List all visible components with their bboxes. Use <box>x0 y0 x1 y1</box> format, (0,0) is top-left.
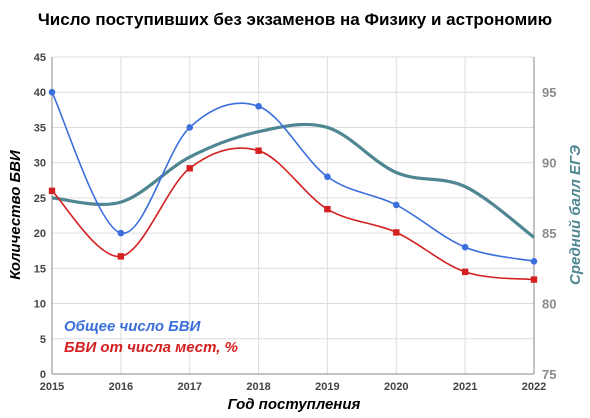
x-tick-label: 2015 <box>40 381 64 393</box>
y-right-tick-label: 95 <box>542 85 556 100</box>
data-point <box>48 88 56 96</box>
y-axis-right-title: Средний балл ЕГЭ <box>567 145 584 285</box>
data-point <box>255 103 262 110</box>
data-point <box>530 276 538 283</box>
x-tick-label: 2018 <box>246 381 270 393</box>
data-point <box>324 173 331 181</box>
data-point <box>117 253 125 260</box>
y-tick-label: 5 <box>40 334 46 346</box>
data-point <box>186 165 193 172</box>
y-tick-label: 10 <box>34 299 46 311</box>
data-point <box>324 205 331 213</box>
x-tick-label: 2017 <box>177 381 201 393</box>
series-line-1 <box>51 147 535 281</box>
y-tick-label: 35 <box>34 122 46 134</box>
x-axis-title: Год поступления <box>228 396 361 413</box>
y-tick-label: 40 <box>34 87 46 99</box>
y-tick-label: 15 <box>34 263 46 275</box>
series-1 <box>48 147 538 283</box>
y-tick-label: 20 <box>34 228 46 240</box>
x-tick-label: 2021 <box>453 381 477 393</box>
y-axis-title: Количество БВИ <box>7 149 24 280</box>
x-tick-label: 2019 <box>315 381 339 393</box>
x-tick-label: 2020 <box>384 381 408 393</box>
series-0 <box>48 88 538 265</box>
data-point <box>461 243 469 251</box>
y-right-tick-label: 90 <box>542 156 556 171</box>
data-point <box>461 268 469 276</box>
x-tick-label: 2022 <box>522 381 546 393</box>
right-tick-labels: 75 80 85 90 95 <box>542 85 556 382</box>
y-right-tick-label: 75 <box>542 367 556 382</box>
chart-title: Число поступивших без экзаменов на Физик… <box>37 10 553 29</box>
series-line-2 <box>51 122 535 239</box>
legend-entry-total: Общее число БВИ <box>64 318 202 335</box>
data-point <box>48 187 56 195</box>
x-tick-label: 2016 <box>109 381 133 393</box>
y-tick-label: 25 <box>34 193 46 205</box>
data-point <box>186 124 194 131</box>
y-tick-label: 0 <box>40 369 46 381</box>
y-tick-label: 45 <box>34 52 46 64</box>
data-point <box>393 229 400 236</box>
data-point <box>255 147 262 154</box>
y-right-tick-label: 80 <box>542 297 556 312</box>
left-tick-labels: 0 5 10 15 20 25 30 35 40 45 <box>34 52 46 381</box>
data-point <box>117 229 125 237</box>
data-point <box>392 201 400 209</box>
data-point <box>530 257 538 265</box>
y-right-tick-label: 85 <box>542 226 556 241</box>
series-layer <box>48 88 538 283</box>
series-2 <box>51 122 535 239</box>
y-tick-label: 30 <box>34 158 46 170</box>
x-tick-labels: 2015 2016 2017 2018 2019 2020 2021 2022 <box>40 381 546 393</box>
legend-entry-percent: БВИ от числа мест, % <box>64 339 238 356</box>
